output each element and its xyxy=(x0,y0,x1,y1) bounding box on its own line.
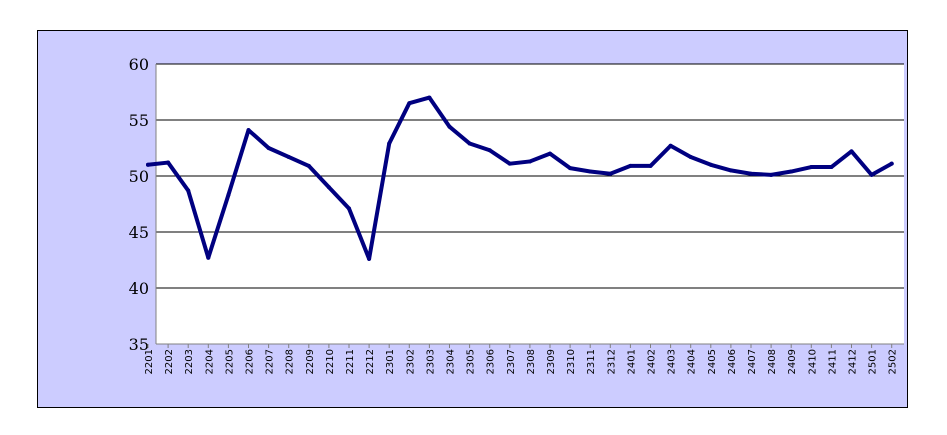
x-tick-label: 2210 xyxy=(325,349,336,374)
x-tick-label: 2502 xyxy=(888,349,899,374)
x-tick-label: 2209 xyxy=(305,349,316,374)
data-point xyxy=(829,165,834,170)
y-tick-label: 40 xyxy=(129,279,149,298)
x-tick-label: 2402 xyxy=(647,349,658,374)
x-tick-label: 2201 xyxy=(144,349,155,374)
data-point xyxy=(266,146,271,150)
data-point xyxy=(166,160,171,165)
data-point xyxy=(568,166,573,171)
x-tick-label: 2304 xyxy=(446,349,457,374)
data-point xyxy=(447,124,452,129)
data-point xyxy=(367,256,372,261)
x-tick-label: 2307 xyxy=(506,349,517,374)
x-tick-label: 2406 xyxy=(727,349,738,374)
data-point xyxy=(728,168,733,173)
x-tick-label: 2412 xyxy=(848,349,859,374)
data-point xyxy=(186,188,191,193)
data-point xyxy=(769,172,774,177)
data-point xyxy=(809,165,814,170)
data-point xyxy=(668,143,673,148)
y-tick-label: 35 xyxy=(129,335,149,354)
x-tick-label: 2208 xyxy=(285,349,296,374)
x-tick-label: 2202 xyxy=(164,349,175,374)
x-tick-label: 2407 xyxy=(747,349,758,374)
data-point xyxy=(608,171,613,176)
x-tick-label: 2312 xyxy=(606,349,617,374)
y-tick-label: 50 xyxy=(129,167,149,186)
x-tick-label: 2302 xyxy=(405,349,416,374)
data-point xyxy=(427,95,432,100)
data-point xyxy=(869,172,874,177)
series-line xyxy=(146,95,894,261)
data-point xyxy=(648,163,653,168)
x-tick-label: 2301 xyxy=(385,349,396,374)
data-point xyxy=(628,163,633,168)
x-tick-label: 2207 xyxy=(265,349,276,374)
x-tick-label: 2308 xyxy=(526,349,537,374)
plot-area xyxy=(156,64,904,344)
data-point xyxy=(407,101,412,106)
chart-frame: 35 40 45 50 55 60 2201 2202 2203 2204 2205 2206 220… xyxy=(37,30,908,408)
x-tick-label: 2305 xyxy=(466,349,477,374)
x-tick-label: 2410 xyxy=(807,349,818,374)
x-tick-label: 2405 xyxy=(707,349,718,374)
data-point xyxy=(306,163,311,168)
x-tick-label: 2409 xyxy=(787,349,798,374)
x-tick-label: 2204 xyxy=(204,349,215,374)
data-point xyxy=(347,206,351,211)
data-point xyxy=(226,193,231,198)
data-point xyxy=(467,141,472,146)
x-tick-label: 2311 xyxy=(586,349,597,374)
data-point xyxy=(206,255,211,260)
x-tick-label: 2205 xyxy=(224,349,235,374)
y-tick-label: 60 xyxy=(129,55,149,74)
y-tick-label: 45 xyxy=(129,223,149,242)
x-tick-label: 2408 xyxy=(767,349,778,374)
x-tick-label: 2303 xyxy=(425,349,436,374)
data-point xyxy=(849,149,854,154)
data-point xyxy=(487,148,492,153)
x-tick-label: 2306 xyxy=(486,349,497,374)
data-point xyxy=(749,171,753,176)
data-point xyxy=(286,154,291,159)
data-point xyxy=(789,169,794,174)
y-tick-label: 55 xyxy=(129,111,149,130)
data-point xyxy=(688,154,693,159)
data-point xyxy=(889,161,894,166)
x-tick-label: 2401 xyxy=(626,349,637,374)
data-point xyxy=(387,141,392,146)
x-tick-label: 2309 xyxy=(546,349,557,374)
data-point xyxy=(708,162,713,167)
x-tick-label: 2203 xyxy=(184,349,195,374)
data-point xyxy=(527,159,532,164)
data-point xyxy=(246,128,251,133)
x-tick-label: 2206 xyxy=(245,349,256,374)
x-tick-label: 2403 xyxy=(667,349,678,374)
x-tick-label: 2411 xyxy=(827,349,838,374)
x-tick-label: 2212 xyxy=(365,349,376,374)
data-point xyxy=(588,169,593,174)
x-tick-label: 2404 xyxy=(687,349,698,374)
data-point xyxy=(507,161,512,166)
x-tick-label: 2501 xyxy=(868,349,879,374)
x-tick-label: 2211 xyxy=(345,349,356,374)
data-point xyxy=(146,162,150,167)
data-point xyxy=(326,185,331,190)
data-point xyxy=(548,151,552,156)
x-tick-label: 2310 xyxy=(566,349,577,374)
line-chart: 35 40 45 50 55 60 2201 2202 2203 2204 2205 2206 220… xyxy=(129,55,904,374)
